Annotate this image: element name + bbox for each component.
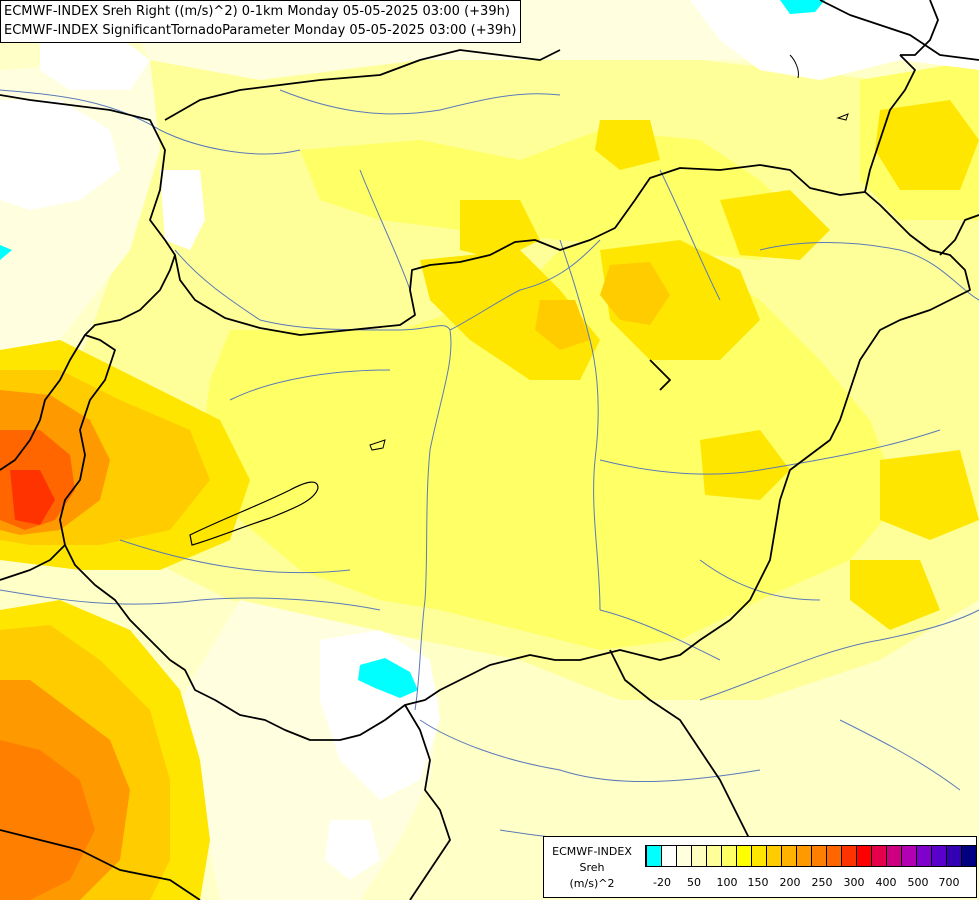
legend-label-param: Sreh <box>579 861 605 874</box>
title-line-1: ECMWF-INDEX Sreh Right ((m/s)^2) 0-1km M… <box>4 4 510 19</box>
border-top-right <box>819 0 979 61</box>
border-south-2 <box>609 649 751 841</box>
legend-tick-label: -20 <box>653 876 671 889</box>
legend-swatch <box>856 846 871 866</box>
legend: ECMWF-INDEX Sreh (m/s)^2 -20 50 100 150 200 2… <box>543 836 977 898</box>
legend-swatch <box>661 846 676 866</box>
patch-gold-4 <box>875 100 979 190</box>
legend-swatch <box>721 846 736 866</box>
legend-swatch <box>676 846 691 866</box>
border-northeast <box>864 54 916 193</box>
legend-swatch <box>796 846 811 866</box>
border-small-loop <box>649 359 671 391</box>
border-south-1 <box>404 704 451 900</box>
legend-swatch <box>901 846 916 866</box>
patch-gold-6 <box>595 120 660 170</box>
legend-swatch <box>736 846 751 866</box>
patch-gold-11 <box>850 560 940 630</box>
legend-swatch <box>811 846 826 866</box>
patch-white-n <box>40 30 150 90</box>
rivers <box>0 89 979 843</box>
legend-swatch <box>766 846 781 866</box>
small-lake <box>369 439 386 451</box>
border-north-2 <box>164 49 561 121</box>
legend-swatch <box>886 846 901 866</box>
legend-tick-label: 400 <box>875 876 897 889</box>
small-lake-2 <box>836 113 849 121</box>
patch-gold-7 <box>600 262 670 325</box>
patch-gold-8 <box>535 300 590 350</box>
legend-tick-label: 250 <box>811 876 833 889</box>
patch-cyan-west <box>0 245 12 260</box>
legend-label-unit: (m/s)^2 <box>569 877 615 890</box>
patch-cyan-top <box>780 0 825 14</box>
patch-gold-5 <box>460 200 540 260</box>
patch-gold-1 <box>420 250 600 380</box>
border-east <box>939 214 979 256</box>
patch-white-nw <box>0 100 120 210</box>
border-south-3 <box>0 829 201 900</box>
hotspot-deep-west <box>10 470 55 525</box>
border-north <box>0 94 176 256</box>
patch-gold-3 <box>720 190 830 260</box>
legend-tick-label: 50 <box>687 876 701 889</box>
border-top <box>900 0 939 56</box>
patch-white-sw <box>325 820 380 880</box>
legend-swatch <box>961 846 976 866</box>
patch-cyan-south <box>358 658 418 698</box>
border-west-2 <box>0 544 66 581</box>
border-hungary <box>59 164 971 741</box>
patch-gold-9 <box>700 430 790 500</box>
legend-tick-label: 200 <box>779 876 801 889</box>
legend-swatch <box>931 846 946 866</box>
legend-swatch <box>841 846 856 866</box>
field-yellow-north <box>300 130 800 260</box>
legend-swatch <box>706 846 721 866</box>
legend-tick-label: 700 <box>938 876 960 889</box>
legend-swatch <box>871 846 886 866</box>
legend-tick-label: 300 <box>843 876 865 889</box>
legend-swatch <box>781 846 796 866</box>
small-lake-3 <box>789 54 799 79</box>
legend-swatch <box>916 846 931 866</box>
legend-swatch <box>751 846 766 866</box>
patch-white-center <box>160 170 205 250</box>
legend-color-bar <box>645 845 977 867</box>
legend-tick-label: 150 <box>747 876 769 889</box>
patch-gold-10 <box>880 450 979 540</box>
title-box: ECMWF-INDEX Sreh Right ((m/s)^2) 0-1km M… <box>0 0 522 43</box>
legend-label-model: ECMWF-INDEX <box>552 845 632 858</box>
title-line-2: ECMWF-INDEX SignificantTornadoParameter … <box>4 23 517 38</box>
legend-swatch <box>826 846 841 866</box>
patch-white-ne <box>690 0 979 80</box>
legend-tick-label: 100 <box>716 876 738 889</box>
legend-tick-label: 500 <box>907 876 929 889</box>
legend-swatch <box>646 846 661 866</box>
hotspot-red-southwest <box>0 740 95 900</box>
border-west <box>0 334 86 471</box>
legend-swatch <box>946 846 961 866</box>
lake-outline <box>189 481 319 546</box>
legend-swatch <box>691 846 706 866</box>
